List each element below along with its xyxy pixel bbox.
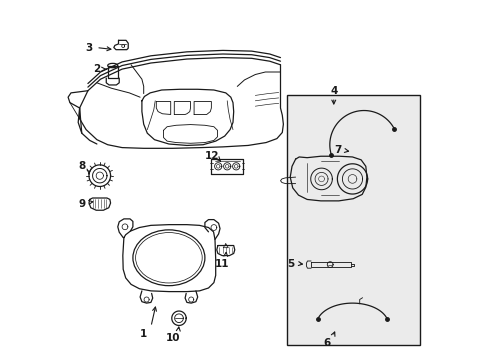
Text: 9: 9 <box>78 199 85 210</box>
Text: 6: 6 <box>323 338 330 348</box>
Text: 12: 12 <box>204 150 219 161</box>
Text: 2: 2 <box>93 64 101 74</box>
Text: 10: 10 <box>165 333 180 343</box>
Text: 7: 7 <box>334 145 341 156</box>
Text: 8: 8 <box>78 161 85 171</box>
Text: 4: 4 <box>329 86 337 96</box>
Text: 11: 11 <box>215 258 229 269</box>
Bar <box>286 95 419 345</box>
Text: 3: 3 <box>85 42 92 53</box>
Text: 1: 1 <box>139 329 146 339</box>
Text: 5: 5 <box>286 258 294 269</box>
